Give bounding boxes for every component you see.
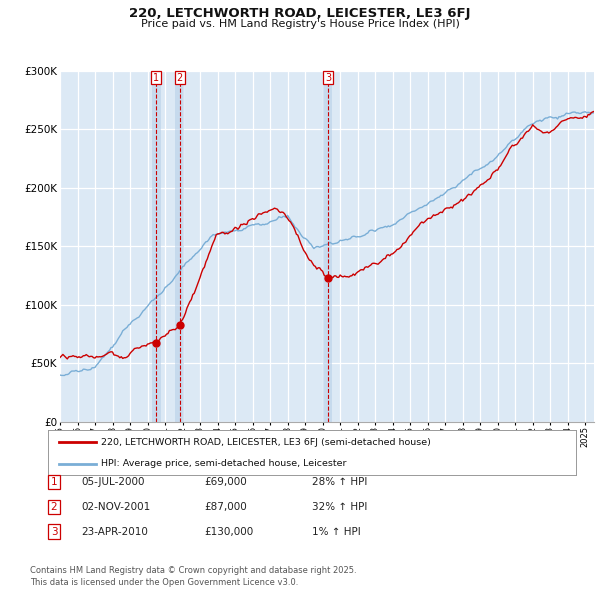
Text: £69,000: £69,000	[204, 477, 247, 487]
Text: 2: 2	[176, 73, 183, 83]
Text: £130,000: £130,000	[204, 527, 253, 536]
Bar	[152, 71, 161, 422]
Text: 28% ↑ HPI: 28% ↑ HPI	[312, 477, 367, 487]
Text: 3: 3	[325, 73, 331, 83]
Text: 23-APR-2010: 23-APR-2010	[81, 527, 148, 536]
Text: 1% ↑ HPI: 1% ↑ HPI	[312, 527, 361, 536]
Text: 3: 3	[50, 527, 58, 536]
Text: 32% ↑ HPI: 32% ↑ HPI	[312, 502, 367, 512]
Text: 220, LETCHWORTH ROAD, LEICESTER, LE3 6FJ (semi-detached house): 220, LETCHWORTH ROAD, LEICESTER, LE3 6FJ…	[101, 438, 431, 447]
Text: £87,000: £87,000	[204, 502, 247, 512]
Text: 220, LETCHWORTH ROAD, LEICESTER, LE3 6FJ: 220, LETCHWORTH ROAD, LEICESTER, LE3 6FJ	[129, 7, 471, 20]
Text: 1: 1	[50, 477, 58, 487]
Bar	[175, 71, 184, 422]
Text: 1: 1	[153, 73, 160, 83]
Text: Price paid vs. HM Land Registry's House Price Index (HPI): Price paid vs. HM Land Registry's House …	[140, 19, 460, 29]
Text: 05-JUL-2000: 05-JUL-2000	[81, 477, 145, 487]
Text: HPI: Average price, semi-detached house, Leicester: HPI: Average price, semi-detached house,…	[101, 459, 346, 468]
Text: 02-NOV-2001: 02-NOV-2001	[81, 502, 150, 512]
Text: Contains HM Land Registry data © Crown copyright and database right 2025.
This d: Contains HM Land Registry data © Crown c…	[30, 566, 356, 587]
Bar	[323, 71, 332, 422]
Text: 2: 2	[50, 502, 58, 512]
